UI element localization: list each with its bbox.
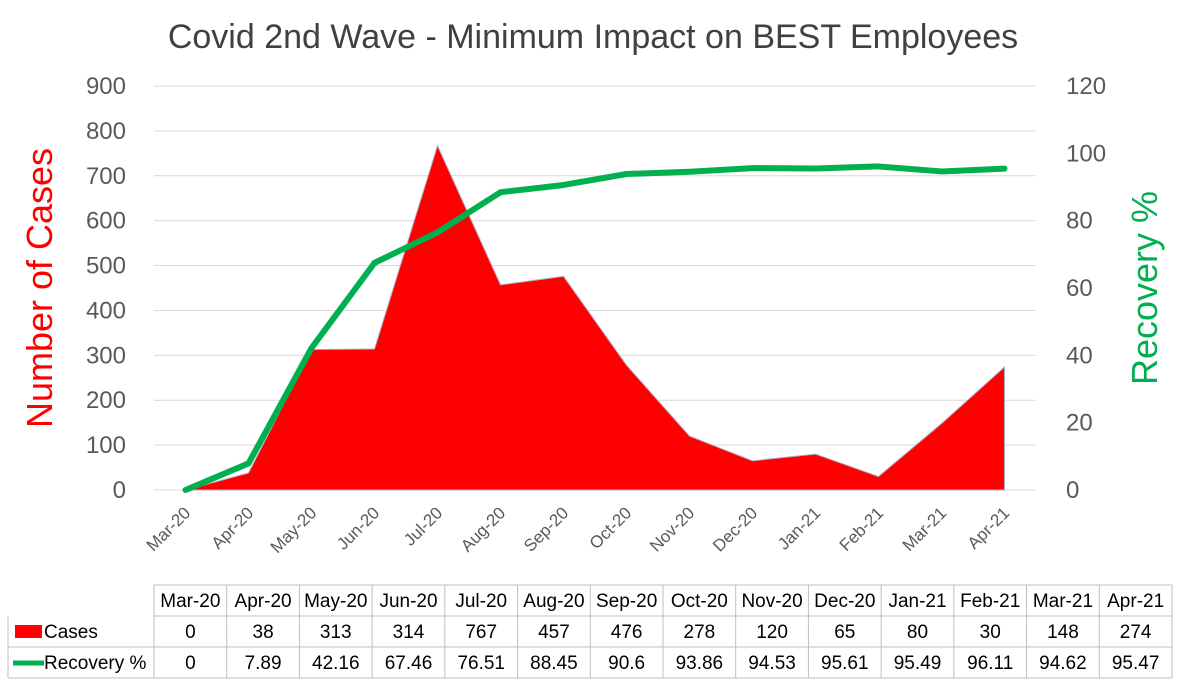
recovery-data-label: 7.89 — [245, 653, 282, 674]
cases-data-label: 278 — [684, 622, 716, 643]
table-header-cell: Apr-20 — [235, 591, 292, 612]
recovery-data-label: 95.61 — [821, 653, 869, 674]
table-header-cell: Jul-20 — [455, 591, 507, 612]
right-axis-tick-label: 60 — [1066, 275, 1093, 302]
table-header-cell: May-20 — [304, 591, 367, 612]
right-axis-tick-label: 40 — [1066, 342, 1093, 369]
recovery-data-label: 95.47 — [1112, 653, 1160, 674]
table-header-cell: Mar-20 — [160, 591, 220, 612]
cases-data-label: 120 — [756, 622, 788, 643]
recovery-data-label: 67.46 — [385, 653, 433, 674]
table-header-cell: Jun-20 — [379, 591, 437, 612]
recovery-data-label: 94.53 — [748, 653, 796, 674]
cases-data-label: 274 — [1120, 622, 1152, 643]
left-axis-tick-label: 100 — [86, 432, 126, 459]
left-axis-label: Number of Cases — [19, 148, 60, 428]
cases-data-label: 457 — [538, 622, 570, 643]
recovery-data-label: 42.16 — [312, 653, 360, 674]
cases-area — [185, 144, 1005, 491]
left-axis-tick-label: 400 — [86, 297, 126, 324]
recovery-data-label: 94.62 — [1039, 653, 1087, 674]
left-axis-ticks: 0 100 200 300 400 500 600 700 800 900 — [86, 73, 126, 504]
right-axis-tick-label: 120 — [1066, 73, 1106, 100]
table-header-cell: Nov-20 — [741, 591, 802, 612]
table-header-cell: Sep-20 — [596, 591, 657, 612]
cases-data-label: 38 — [253, 622, 274, 643]
table-header-cell: Feb-21 — [960, 591, 1020, 612]
right-axis-tick-label: 0 — [1066, 477, 1079, 504]
recovery-line-layer — [182, 163, 1008, 493]
left-axis-tick-label: 0 — [113, 477, 126, 504]
cases-legend-swatch — [15, 625, 42, 638]
left-axis-tick-label: 900 — [86, 73, 126, 100]
table-header-cell: Oct-20 — [671, 591, 728, 612]
right-axis-tick-label: 100 — [1066, 140, 1106, 167]
cases-data-label: 314 — [393, 622, 425, 643]
cases-data-label: 65 — [834, 622, 855, 643]
cases-area-layer — [185, 144, 1005, 491]
cases-data-label: 0 — [185, 622, 196, 643]
cases-data-label: 80 — [907, 622, 928, 643]
left-axis-tick-label: 800 — [86, 118, 126, 145]
cases-data-label: 476 — [611, 622, 643, 643]
table-header-cell: Jan-21 — [888, 591, 946, 612]
right-axis-tick-label: 20 — [1066, 410, 1093, 437]
recovery-data-label: 93.86 — [676, 653, 724, 674]
chart-title: Covid 2nd Wave - Minimum Impact on BEST … — [168, 18, 1018, 56]
cases-data-label: 148 — [1047, 622, 1079, 643]
cases-data-label: 30 — [980, 622, 1001, 643]
cases-data-label: 313 — [320, 622, 352, 643]
recovery-data-label: 90.6 — [608, 653, 645, 674]
left-axis-tick-label: 600 — [86, 208, 126, 235]
cases-legend-label: Cases — [44, 622, 98, 643]
table-header-cell: Apr-21 — [1107, 591, 1164, 612]
recovery-data-label: 96.11 — [967, 653, 1013, 674]
left-axis-tick-label: 500 — [86, 253, 126, 280]
right-axis-ticks: 0 20 40 60 80 100 120 — [1066, 73, 1106, 504]
left-axis-tick-label: 300 — [86, 342, 126, 369]
data-table: Mar-20 Apr-20 May-20 Jun-20 Jul-20 Aug-20 Sep-… — [7, 584, 1173, 679]
left-axis-tick-label: 200 — [86, 387, 126, 414]
recovery-line — [182, 163, 1008, 493]
recovery-legend-label: Recovery % — [44, 653, 147, 674]
cases-data-label: 767 — [465, 622, 497, 643]
recovery-data-label: 76.51 — [457, 653, 505, 674]
recovery-data-label: 95.49 — [894, 653, 942, 674]
table-header-cell: Mar-21 — [1033, 591, 1093, 612]
right-axis-tick-label: 80 — [1066, 208, 1093, 235]
recovery-data-label: 0 — [185, 653, 196, 674]
recovery-data-label: 88.45 — [530, 653, 578, 674]
table-header-cell: Dec-20 — [814, 591, 875, 612]
table-header-cell: Aug-20 — [523, 591, 584, 612]
right-axis-label: Recovery % — [1124, 191, 1165, 385]
left-axis-tick-label: 700 — [86, 163, 126, 190]
